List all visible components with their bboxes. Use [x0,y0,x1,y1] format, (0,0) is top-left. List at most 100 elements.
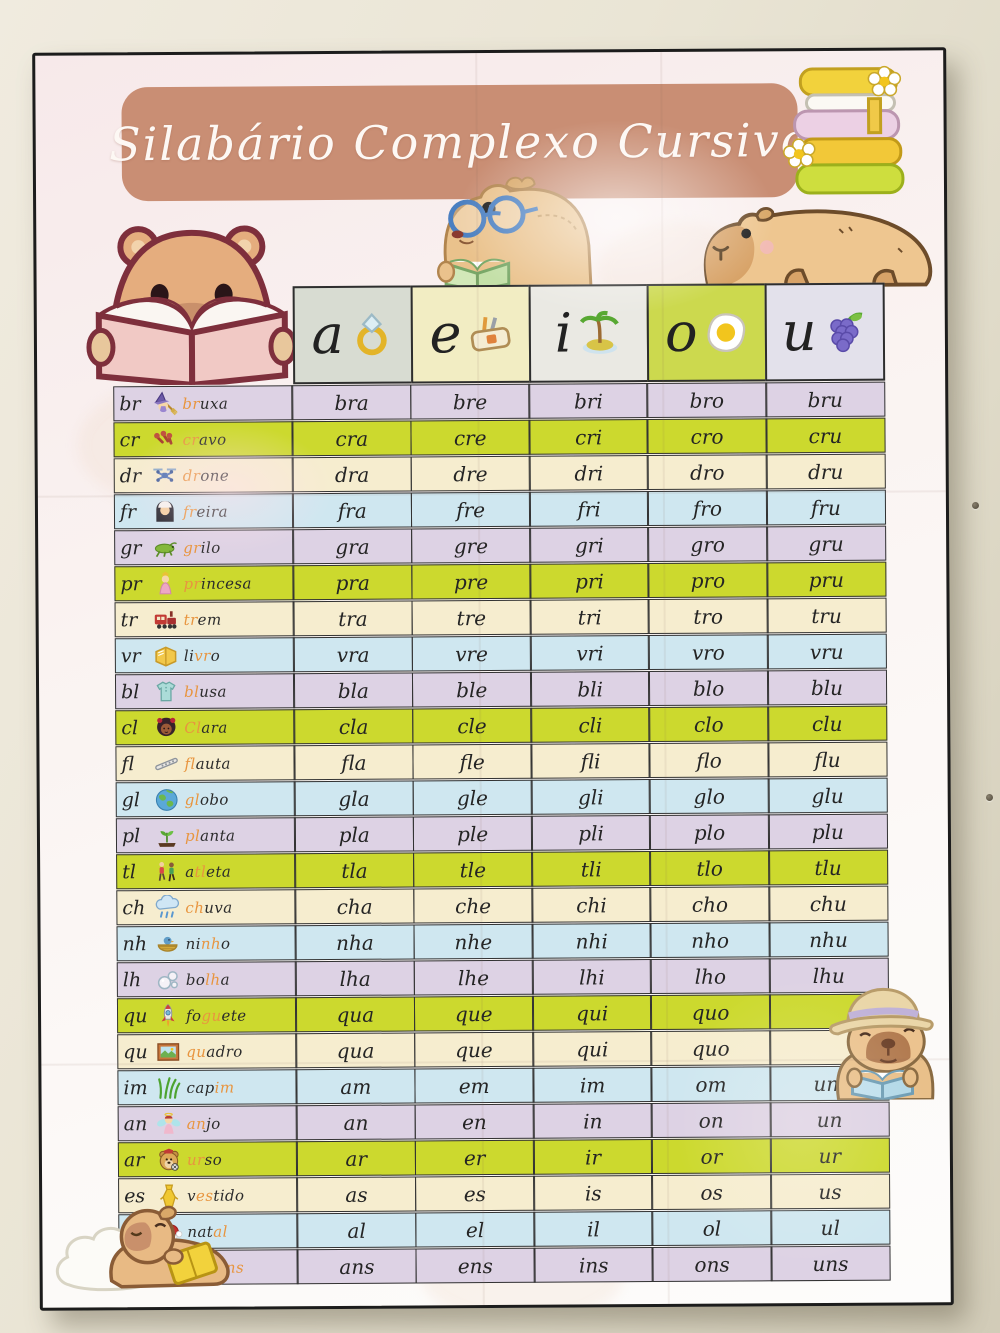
syllable-cell: tra [292,600,414,637]
syllable-row-gr: gr grilo gra gre gri gro gru [114,525,887,566]
syllable: em [458,1073,490,1098]
syllable: tro [693,604,724,629]
syllable-cell: os [651,1174,772,1211]
stack-of-books-with-flowers-illustration [783,65,905,195]
cluster-label: br [119,392,141,415]
syllable: gle [456,785,489,810]
syllable-row-an: an anjo an en in on un [117,1101,890,1142]
example-word: quadro [186,1042,243,1061]
drone-icon [152,462,178,488]
athletes-icon [154,858,180,884]
vowel-letter: o [664,300,698,364]
syllable-cell: fli [530,743,651,779]
cluster-label: lh [122,968,142,991]
example-word: livro [183,646,221,665]
example-word: princesa [183,573,252,593]
syllable-cell: tlo [649,850,770,887]
syllable: us [818,1179,842,1204]
syllable-cell: blo [648,670,769,707]
syllable: pra [335,570,370,595]
syllable-cell: que [413,1031,535,1068]
ring-icon [349,312,395,358]
witch-icon [151,390,178,416]
syllable: fri [577,496,601,521]
syllable-cell: cla [293,708,414,745]
angel-icon [156,1110,182,1136]
syllable-cell: el [414,1211,536,1248]
syllable-cell: dre [410,455,531,492]
syllable: tri [577,604,602,629]
syllable-cell: qua [295,996,416,1033]
syllable: flo [696,748,722,773]
syllable-cell: pru [766,561,887,598]
syllable-cell: nhu [768,921,889,958]
cluster-label: ar [123,1148,145,1171]
syllable: bla [337,678,369,703]
syllable: tlo [696,856,723,881]
syllable-row-qu: qu foguete qua que qui quo [116,993,890,1034]
syllable-cell: nhi [531,923,652,959]
syllable-cell: ir [532,1139,654,1175]
syllable: is [584,1180,602,1205]
syllable: glu [811,783,844,808]
example-word: drone [182,466,230,485]
syllable: il [587,1216,600,1241]
syllable-cell: fre [410,491,531,528]
syllable: cro [690,424,724,449]
syllable-cell: in [532,1103,654,1139]
example-word: ninho [185,934,231,953]
syllable: bri [573,388,603,413]
family-cell: tr trem [114,601,295,638]
syllable-row-pr: pr princesa pra pre pri pro pru [114,561,887,602]
syllable-cell: tle [412,851,534,888]
syllable: ul [820,1215,840,1240]
syllable: clo [693,712,724,737]
syllable: os [700,1180,723,1205]
syllable-row-ch: ch chuva cha che chi cho chu [116,885,889,926]
syllable-cell: gra [292,528,413,565]
syllable-cell: lhe [413,959,534,996]
syllable-row-fl: fl flauta fla fle fli flo flu [115,741,888,782]
example-word: atleta [185,862,232,881]
syllable: bre [452,389,488,414]
example-word: flauta [184,754,231,773]
syllable: bru [807,387,843,412]
family-cell: lh bolha [116,961,297,998]
cluster-label: ch [122,896,146,919]
syllable-row-tr: tr trem tra tre tri tro tru [114,597,887,638]
vowel-header-cell-a: a [292,285,414,385]
syllable: glo [693,784,725,809]
syllable-cell: glo [649,778,770,815]
syllable: dri [574,460,604,485]
syllable-cell: tre [411,599,532,636]
syllable: cli [578,712,603,737]
syllable: pro [690,568,726,593]
syllable-row-fr: fr freira fra fre fri fro fru [113,489,887,530]
grapes-icon [821,309,867,355]
syllable: pre [453,569,489,594]
syllable: tle [459,857,487,882]
syllable: tli [580,856,602,881]
bubbles-icon [155,966,181,992]
syllable-cell: dra [291,456,413,493]
syllable-cell: bre [409,383,531,420]
cluster-label: tl [122,860,136,883]
girl-icon [153,714,179,740]
syllable: cre [453,425,487,450]
syllable: gro [690,532,725,557]
syllable: qua [336,1002,375,1027]
syllable-cell: lha [294,960,416,997]
syllable-cell: as [296,1176,417,1213]
capybara-with-hat-reading-blue-book-illustration [829,987,935,1101]
syllable: vra [336,642,370,667]
grasshopper-icon [152,534,178,560]
family-cell: ar urso [117,1141,299,1178]
syllable-cell: cre [410,419,531,456]
syllable: cru [808,423,843,448]
syllable-cell: on [651,1102,772,1139]
cluster-label: gl [121,788,141,811]
syllable: plu [811,819,844,844]
cluster-label: vr [120,644,141,667]
cluster-label: dr [119,464,142,487]
example-word: globo [184,790,229,809]
